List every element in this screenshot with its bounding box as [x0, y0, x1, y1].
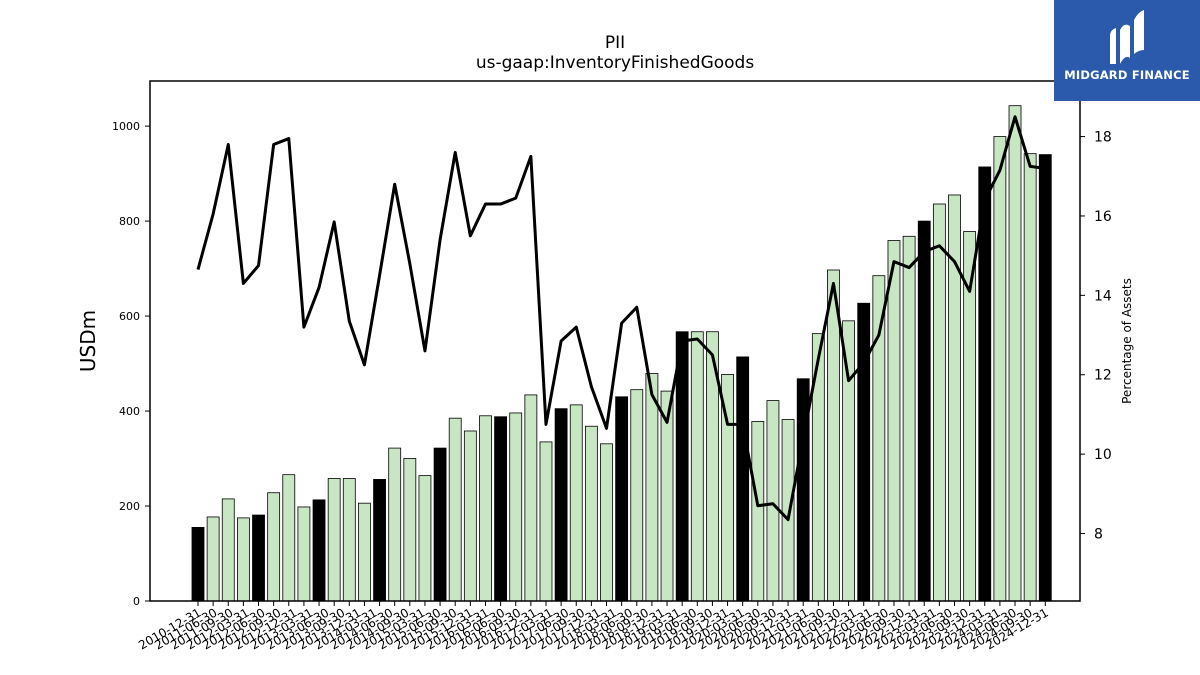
bar-2016-12-31 — [554, 408, 568, 602]
y-right-tick-label: 14 — [1094, 288, 1112, 304]
bar-2020-06-30 — [766, 400, 780, 602]
bar-2020-03-31 — [751, 421, 765, 602]
bar-2013-06-30 — [342, 478, 356, 602]
chart-title: PII — [605, 33, 625, 53]
y-axis-left-label: USDm — [76, 310, 100, 372]
y-axis-left: 0 200 400 600 800 1000 — [112, 120, 150, 608]
bar-2022-03-31 — [872, 275, 886, 602]
x-axis: 2010-12-312011-06-302011-09-302012-03-31… — [136, 601, 1051, 652]
y-right-tick-label: 12 — [1094, 368, 1112, 384]
y-left-tick-label: 600 — [119, 310, 140, 323]
bar-2017-03-31 — [569, 404, 583, 602]
bar-2017-06-30 — [584, 425, 598, 602]
bar-2015-09-30 — [479, 415, 492, 602]
midgard-finance-logo: MIDGARD FINANCE — [1054, 0, 1200, 101]
y-right-tick-label: 16 — [1094, 209, 1112, 225]
bar-2022-06-30 — [887, 240, 901, 602]
bar-2015-12-31 — [494, 416, 508, 602]
bar-2011-06-30 — [221, 498, 235, 602]
bar-2024-09-30 — [1023, 153, 1037, 602]
bar-2018-06-30 — [645, 373, 659, 602]
bar-2017-09-30 — [600, 443, 613, 602]
bar-2010-12-31 — [191, 526, 205, 602]
bar-2024-06-30 — [1008, 105, 1022, 602]
bar-2012-03-31 — [267, 492, 281, 602]
bar-2011-03-31 — [206, 516, 220, 602]
bar-2016-09-30 — [539, 441, 553, 602]
bar-2019-12-31 — [736, 356, 750, 602]
bar-2019-03-31 — [690, 331, 704, 602]
y-axis-right: 8 10 12 14 16 18 — [1080, 130, 1112, 543]
bar-2011-09-30 — [236, 517, 250, 602]
bar-2013-12-31 — [373, 479, 386, 602]
bar-2014-09-30 — [418, 475, 432, 602]
bar-2012-06-30 — [282, 474, 296, 602]
bar-2014-03-31 — [388, 447, 402, 602]
bar-2024-03-31 — [993, 136, 1007, 602]
y-right-tick-label: 18 — [1094, 130, 1112, 146]
bar-2023-03-31 — [932, 203, 946, 602]
bar-2018-12-31 — [675, 331, 689, 602]
bar-2012-09-30 — [297, 506, 311, 602]
y-right-tick-label: 8 — [1094, 527, 1103, 543]
y-left-tick-label: 1000 — [112, 120, 140, 133]
bar-2016-03-31 — [509, 412, 523, 602]
bar-2024-12-31 — [1038, 154, 1052, 602]
chart-subtitle: us-gaap:InventoryFinishedGoods — [476, 53, 755, 73]
y-left-tick-label: 800 — [119, 215, 140, 228]
percentage-line — [196, 115, 1046, 522]
plot-frame — [149, 80, 1081, 602]
bar-2020-09-30 — [781, 419, 795, 602]
bar-2022-12-31 — [917, 220, 931, 602]
bar-2013-03-31 — [327, 478, 341, 602]
bar-2012-12-31 — [312, 499, 326, 602]
bar-2017-12-31 — [615, 396, 629, 602]
bar-2015-06-30 — [463, 430, 477, 602]
y-left-tick-label: 400 — [119, 405, 140, 418]
bar-2015-03-31 — [448, 417, 462, 602]
bar-2014-06-30 — [403, 458, 417, 602]
logo-text: MIDGARD FINANCE — [1064, 68, 1190, 82]
bar-2022-09-30 — [902, 235, 916, 602]
bar-2016-06-30 — [524, 394, 538, 602]
midgard-m-icon — [1110, 10, 1144, 65]
y-left-tick-label: 200 — [119, 500, 140, 513]
bar-2014-12-31 — [433, 447, 447, 602]
bar-2011-12-31 — [252, 514, 265, 602]
bar-2018-03-31 — [630, 389, 644, 602]
y-axis-right-label: Percentage of Assets — [1120, 278, 1134, 404]
y-left-tick-label: 0 — [133, 595, 140, 608]
bar-2013-09-30 — [358, 502, 371, 602]
bar-2021-12-31 — [857, 302, 871, 602]
y-right-tick-label: 10 — [1094, 447, 1112, 463]
bar-series — [191, 105, 1052, 602]
